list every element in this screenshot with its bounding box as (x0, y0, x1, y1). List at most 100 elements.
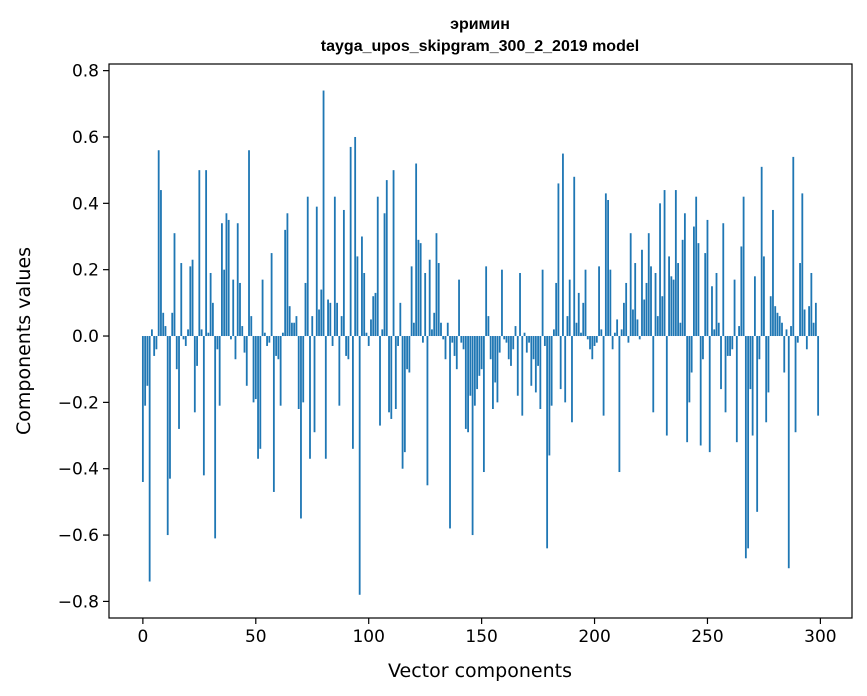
bar-196 (584, 269, 587, 337)
bar-259 (726, 336, 729, 356)
bar-169 (523, 332, 526, 337)
bar-13 (171, 312, 174, 337)
bar-156 (494, 336, 497, 383)
bar-170 (525, 336, 528, 353)
bar-214 (625, 282, 628, 337)
bar-185 (559, 336, 562, 390)
bar-298 (814, 302, 817, 337)
bar-205 (604, 193, 607, 337)
x-tick-label-100: 100 (352, 627, 384, 647)
x-tick-label-300: 300 (804, 627, 836, 647)
bar-218 (634, 263, 637, 337)
bar-127 (428, 259, 431, 337)
bar-50 (254, 336, 257, 400)
bar-174 (534, 336, 537, 393)
bar-113 (397, 336, 399, 346)
bar-200 (593, 336, 596, 346)
bar-225 (650, 266, 652, 337)
bar-279 (772, 209, 774, 337)
bar-31 (211, 302, 214, 337)
bar-281 (776, 312, 779, 337)
bar-274 (760, 166, 763, 337)
bar-244 (693, 226, 695, 337)
bar-44 (241, 326, 244, 337)
bar-157 (496, 336, 499, 403)
bar-255 (717, 322, 720, 337)
bar-247 (699, 336, 702, 446)
bar-64 (286, 213, 289, 337)
bar-48 (250, 316, 253, 337)
bar-107 (383, 213, 386, 337)
bar-236 (674, 190, 677, 337)
bar-110 (390, 336, 393, 419)
bar-249 (704, 253, 707, 337)
bar-11 (166, 336, 169, 536)
bar-103 (374, 292, 377, 337)
bar-288 (792, 156, 795, 337)
y-axis: −0.8 −0.6 −0.4 −0.2 0.0 0.2 0.4 0.6 0.8 (58, 62, 109, 612)
bar-148 (476, 336, 479, 390)
bar-8 (160, 190, 162, 337)
bar-54 (263, 332, 266, 337)
bar-242 (688, 336, 691, 403)
bar-224 (647, 233, 650, 337)
bar-105 (379, 336, 381, 426)
bar-67 (293, 322, 296, 337)
bar-114 (399, 302, 402, 337)
y-tick-label-4: 0.0 (72, 327, 99, 347)
bar-118 (408, 336, 411, 373)
bar-296 (810, 272, 813, 337)
y-tick-label-7: 0.6 (72, 128, 99, 148)
bar-41 (234, 336, 237, 360)
bar-245 (695, 196, 698, 337)
bar-51 (257, 336, 259, 459)
bar-22 (191, 259, 194, 337)
bar-167 (519, 272, 521, 337)
bar-202 (598, 266, 600, 337)
bar-2 (146, 336, 149, 386)
bar-180 (548, 336, 551, 456)
x-tick-label-200: 200 (578, 627, 610, 647)
bar-162 (507, 336, 510, 360)
bar-283 (781, 322, 783, 337)
bar-144 (467, 336, 469, 433)
bar-24 (196, 336, 198, 366)
bar-182 (552, 329, 555, 337)
bar-215 (627, 336, 630, 343)
bar-179 (546, 336, 549, 549)
y-tick-label-8: 0.8 (72, 62, 99, 82)
bar-240 (683, 213, 686, 337)
bar-232 (665, 336, 668, 436)
bar-134 (444, 336, 447, 360)
bar-112 (394, 336, 397, 409)
bar-47 (248, 150, 250, 337)
bar-268 (747, 336, 750, 549)
bar-152 (485, 266, 488, 337)
bar-203 (600, 329, 603, 337)
bar-75 (311, 316, 314, 337)
bar-117 (406, 336, 409, 370)
bar-19 (184, 336, 187, 346)
bar-177 (541, 269, 544, 337)
bar-228 (656, 316, 659, 337)
bar-1 (144, 336, 147, 406)
bar-85 (333, 196, 336, 337)
bar-262 (733, 279, 736, 337)
bar-81 (324, 336, 327, 459)
bar-165 (514, 326, 517, 337)
bar-0 (141, 336, 144, 482)
bar-55 (266, 336, 268, 346)
bar-260 (729, 336, 731, 356)
chart-subtitle: tayga_upos_skipgram_300_2_2019 model (321, 38, 639, 55)
bar-86 (336, 302, 338, 337)
bar-297 (812, 322, 815, 337)
bar-267 (744, 336, 747, 559)
bar-151 (482, 336, 485, 473)
bar-181 (550, 336, 553, 406)
bar-295 (808, 306, 810, 337)
bar-126 (426, 336, 429, 486)
bar-282 (778, 316, 781, 337)
bar-38 (227, 219, 230, 337)
bar-25 (198, 170, 201, 337)
bar-78 (318, 309, 320, 337)
